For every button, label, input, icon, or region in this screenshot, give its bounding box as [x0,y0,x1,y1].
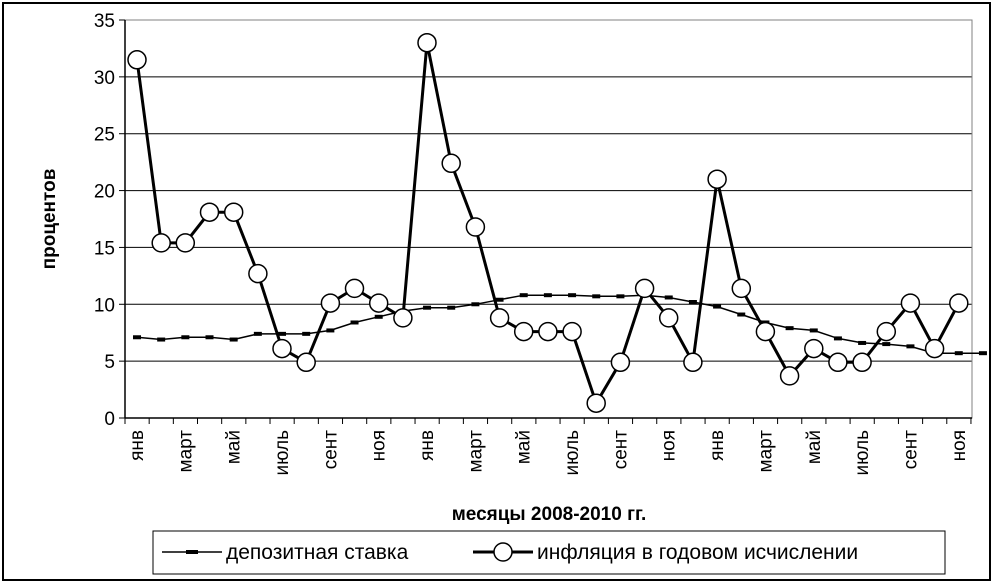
series-layer [127,32,987,413]
data-point-inflation [731,278,752,299]
y-tick-label: 0 [104,409,115,430]
data-point-inflation [272,338,292,359]
data-point-inflation [465,217,486,237]
x-tick-label: июль [852,430,873,476]
y-tick-label: 15 [94,238,115,259]
x-tick-label: май [514,430,535,464]
x-tick-label: май [224,430,245,464]
y-tick-label: 5 [104,352,115,373]
data-point-inflation [223,202,244,222]
data-point-inflation [755,321,776,342]
y-axis: 0 5 10 15 20 25 30 35 [94,11,125,430]
data-point-inflation [949,293,969,313]
data-point-inflation [900,293,921,313]
data-point-inflation [828,352,848,373]
x-axis-title: месяцы 2008-2010 гг. [452,504,647,525]
data-point-inflation [804,338,824,359]
legend: депозитная ставка инфляция в годовом исч… [152,530,946,575]
x-tick-label: март [175,430,196,473]
x-tick-label: сент [610,430,631,470]
x-tick-label: сент [900,430,921,470]
data-point-inflation [441,153,461,174]
data-point-inflation [489,308,510,328]
data-point-inflation [127,50,147,70]
y-tick-label: 10 [94,295,115,316]
data-point-inflation [779,366,800,386]
data-point-inflation [393,308,413,328]
data-point-inflation [634,278,655,299]
y-tick-label: 35 [94,11,115,32]
data-point-inflation [538,321,558,342]
legend-inflation-marker [493,542,513,562]
x-tick-label: март [755,430,776,473]
x-tick-label: май [804,430,825,464]
data-point-inflation [344,278,365,299]
data-point-inflation [562,321,582,342]
data-point-inflation [876,321,897,342]
legend-deposit-label: депозитная ставка [226,541,409,564]
x-tick-label: ноя [659,430,680,461]
data-point-inflation [368,293,389,313]
data-point-inflation [175,233,196,253]
x-axis: янв март май июль сент ноя янв март май июль сент н… [124,20,972,476]
x-tick-label: ноя [949,430,970,461]
y-tick-label: 30 [94,68,115,89]
data-point-inflation [683,352,703,373]
x-tick-label: янв [417,430,438,461]
y-tick-label: 20 [94,182,115,203]
y-tick-label: 25 [94,125,115,146]
x-tick-label: ноя [369,430,390,461]
data-point-inflation [417,32,437,53]
data-point-inflation [586,393,606,413]
data-point-inflation [513,321,534,342]
x-tick-label: сент [320,430,341,470]
x-tick-label: янв [127,430,148,461]
data-point-inflation [296,352,316,373]
x-tick-label: июль [272,430,293,476]
data-point-inflation [658,308,679,328]
data-point-inflation [320,293,341,313]
legend-box [152,530,946,575]
x-tick-label: июль [562,430,583,476]
data-point-inflation [707,169,727,189]
x-tick-label: март [465,430,486,473]
data-point-inflation [610,352,631,373]
legend-inflation-label: инфляция в годовом исчислении [537,541,858,564]
data-point-inflation [924,338,945,359]
data-point-inflation [248,263,268,284]
data-point-inflation [199,202,220,222]
data-point-inflation [151,233,171,253]
x-tick-label: янв [707,430,728,461]
data-point-inflation [852,352,872,373]
y-axis-title: процентов [39,169,60,270]
